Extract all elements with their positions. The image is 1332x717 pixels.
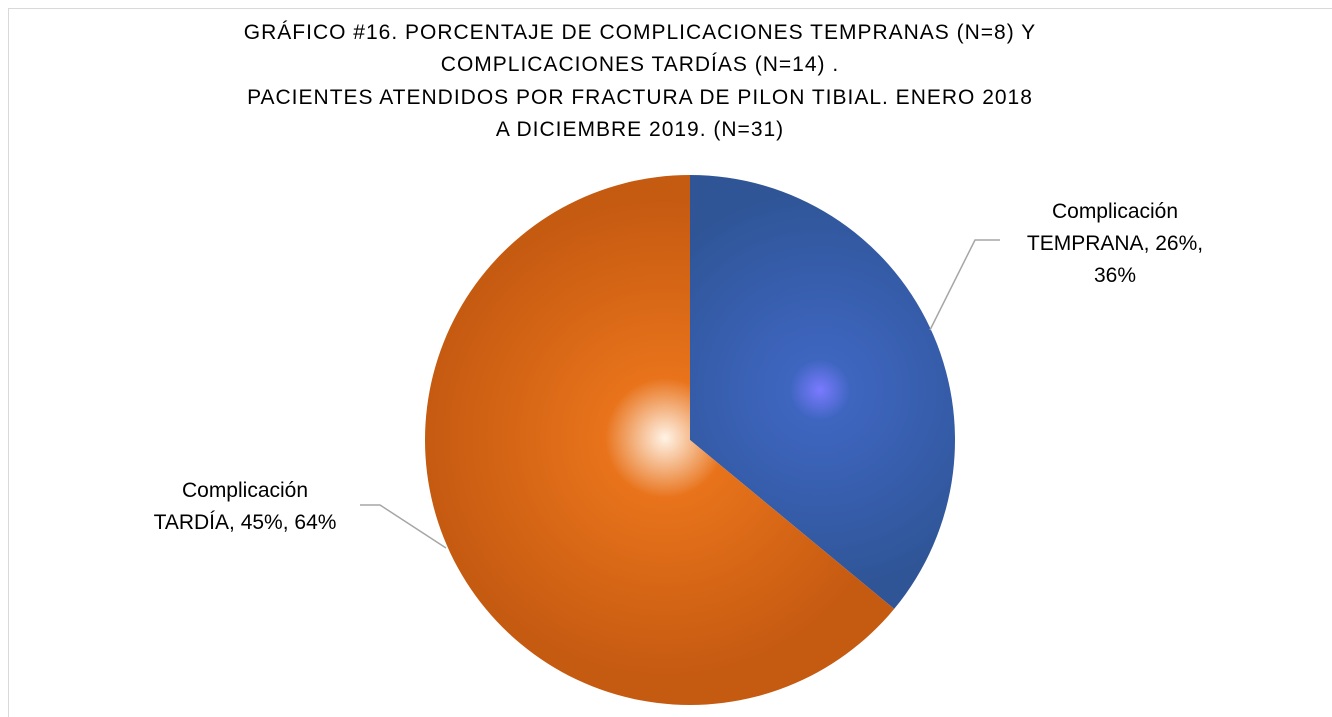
title-line: GRÁFICO #16. PORCENTAJE DE COMPLICACIONE…	[244, 21, 1036, 44]
value-label: 64%	[294, 511, 336, 534]
category-label: TEMPRANA	[1027, 232, 1144, 255]
title-line: COMPLICACIONES TARDÍAS (N=14) .	[441, 53, 839, 76]
secondary-value-label: 26%	[1155, 232, 1197, 255]
category-label: TARDÍA	[154, 511, 229, 534]
pie-slice	[425, 175, 895, 705]
secondary-value-label: 45%	[241, 511, 283, 534]
chart-title: GRÁFICO #16. PORCENTAJE DE COMPLICACIONE…	[244, 21, 1036, 141]
data-label: Complicación TEMPRANA, 26%, 36%	[1027, 200, 1203, 287]
value-label: 36%	[1094, 264, 1136, 287]
data-label: Complicación TARDÍA, 45%, 64%	[154, 479, 337, 534]
leader-line	[929, 239, 1000, 331]
chart-border	[8, 8, 1332, 717]
leader-line	[360, 504, 447, 549]
title-line: PACIENTES ATENDIDOS POR FRACTURA DE PILO…	[247, 86, 1033, 109]
pie-slice	[690, 175, 956, 609]
title-line: A DICIEMBRE 2019. (N=31)	[496, 118, 784, 141]
